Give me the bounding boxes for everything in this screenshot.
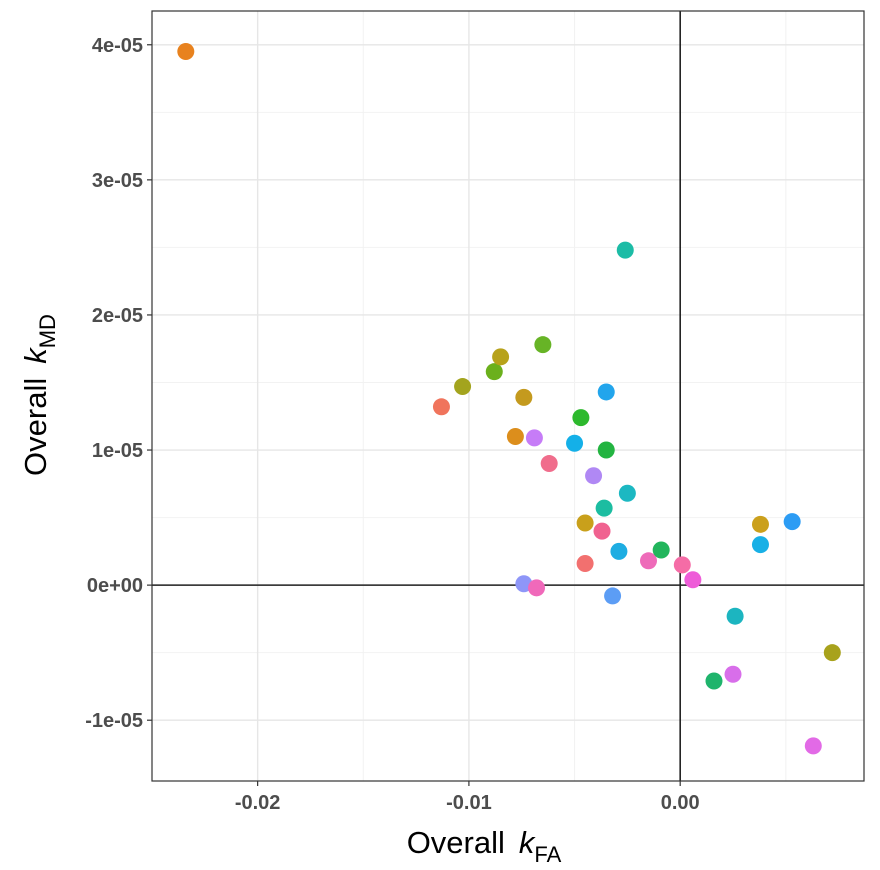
- data-point: [506, 428, 524, 446]
- data-point: [595, 499, 613, 517]
- data-point: [540, 455, 558, 473]
- data-point: [597, 441, 615, 459]
- y-axis-title-variable: k: [18, 347, 53, 364]
- x-tick-label: -0.02: [235, 792, 281, 814]
- data-point: [639, 552, 657, 570]
- x-axis-title-variable: k: [519, 825, 536, 860]
- y-tick-label: 3e-05: [92, 170, 143, 192]
- data-point: [804, 737, 822, 755]
- data-point: [534, 336, 552, 354]
- reference-lines: [152, 11, 864, 781]
- data-point: [576, 514, 594, 532]
- y-tick-label: 0e+00: [87, 575, 143, 597]
- data-point: [652, 541, 670, 559]
- data-point: [597, 383, 615, 401]
- data-point: [616, 241, 634, 259]
- data-point: [566, 434, 584, 452]
- data-point: [751, 515, 769, 533]
- data-point: [528, 579, 546, 597]
- x-tick-label: 0.00: [661, 792, 700, 814]
- y-axis-title-prefix: Overall: [18, 378, 53, 476]
- data-points: [177, 43, 841, 755]
- x-axis-title-prefix: Overall: [407, 825, 505, 860]
- data-point: [572, 409, 590, 427]
- data-point: [751, 536, 769, 554]
- data-point: [585, 467, 603, 485]
- data-point: [576, 555, 594, 573]
- x-axis-title-subscript: FA: [534, 842, 561, 867]
- data-point: [604, 587, 622, 605]
- x-tick-label: -0.01: [446, 792, 492, 814]
- data-point: [492, 348, 510, 366]
- data-point: [684, 571, 702, 589]
- data-point: [724, 665, 742, 683]
- y-tick-label: 4e-05: [92, 35, 143, 57]
- data-point: [432, 398, 450, 416]
- y-tick-label: -1e-05: [85, 710, 143, 732]
- y-tick-label: 2e-05: [92, 305, 143, 327]
- data-point: [454, 378, 472, 396]
- y-axis-title: Overall kMD: [18, 314, 60, 476]
- data-point: [485, 363, 503, 381]
- grid: [151, 11, 864, 781]
- data-point: [783, 513, 801, 531]
- data-point: [525, 429, 543, 447]
- panel-border: [151, 10, 865, 782]
- data-point: [515, 388, 533, 406]
- y-axis-ticks: -1e-05 0e+00 1e-05 2e-05 3e-05 4e-05: [85, 35, 152, 732]
- x-axis-ticks: -0.02 -0.01 0.00: [235, 781, 700, 814]
- y-tick-label: 1e-05: [92, 440, 143, 462]
- data-point: [726, 607, 744, 625]
- data-point: [823, 644, 841, 662]
- data-point: [618, 484, 636, 502]
- y-axis-title-subscript: MD: [35, 314, 60, 348]
- data-point: [177, 43, 195, 61]
- x-axis-title: Overall kFA: [407, 825, 562, 867]
- data-point: [705, 672, 723, 690]
- data-point: [673, 556, 691, 574]
- data-point: [593, 522, 611, 540]
- data-point: [610, 542, 628, 560]
